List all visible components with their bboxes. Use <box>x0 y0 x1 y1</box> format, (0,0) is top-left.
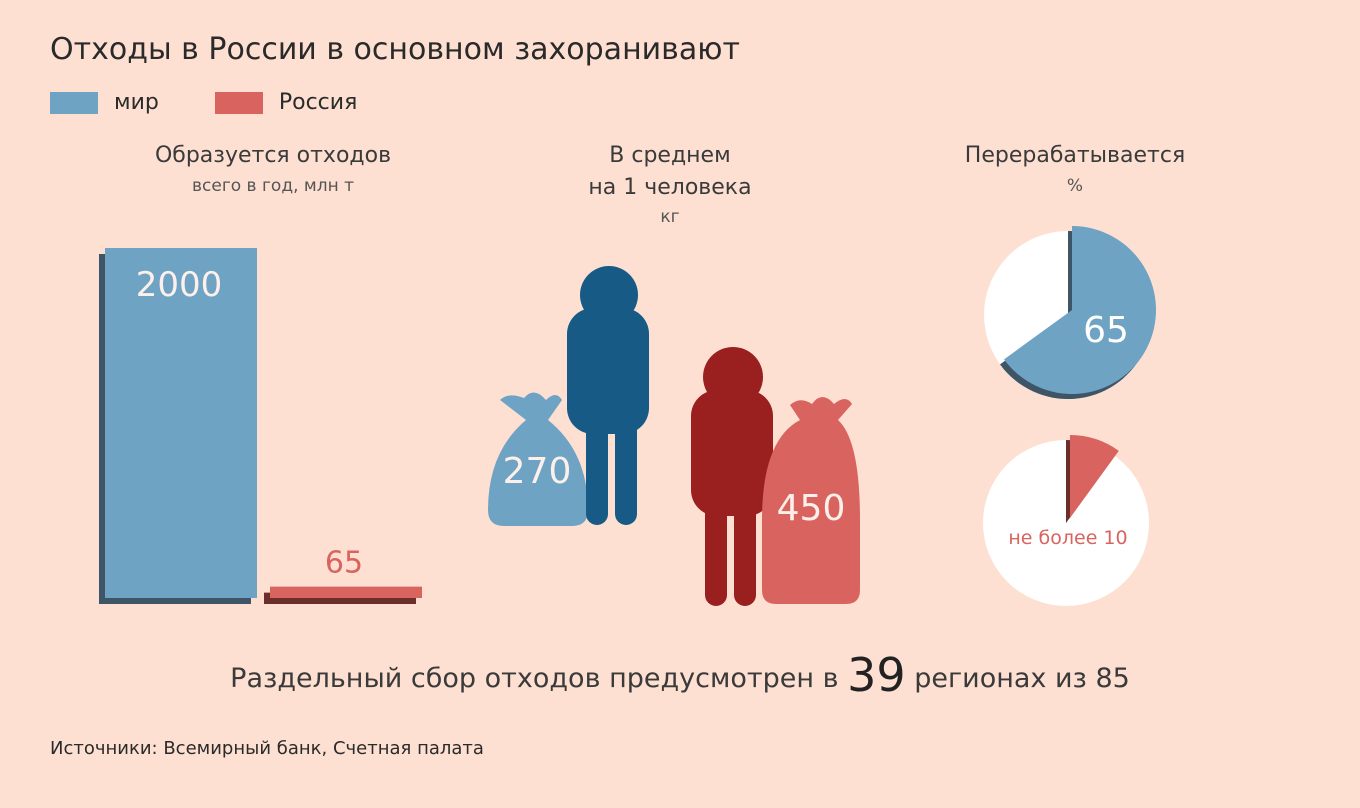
per-person-illustration: 270 450 <box>488 266 860 606</box>
pie-label-russia: не более 10 <box>1008 527 1127 549</box>
bar-russia <box>270 586 422 598</box>
bar-value-label-world: 2000 <box>136 265 223 305</box>
world-bag-icon <box>488 392 588 526</box>
waste-bar-chart: 2000 65 <box>99 248 422 604</box>
recycled-section-subtitle: % <box>1066 176 1084 196</box>
russia-per-person-value: 450 <box>777 488 846 529</box>
pie-slice-world <box>1004 226 1156 394</box>
waste-section-subtitle: всего в год, млн т <box>192 176 354 196</box>
bar-shadow-russia <box>264 592 416 604</box>
footer-text-after: регионах из 85 <box>914 663 1130 694</box>
legend-item-world: мир <box>50 90 159 115</box>
russia-bag-icon <box>762 397 860 604</box>
russia-person-icon <box>691 347 773 606</box>
legend-label-russia: Россия <box>278 90 358 115</box>
per-person-title-line2: на 1 человека <box>588 175 752 200</box>
pie-slice-russia <box>1070 435 1119 518</box>
bar-value-label-russia: 65 <box>325 546 363 581</box>
legend-swatch-world <box>50 91 98 114</box>
pie-label-world: 65 <box>1083 310 1129 351</box>
world-person-icon <box>567 266 649 525</box>
legend: мир Россия <box>50 90 413 115</box>
legend-item-russia: Россия <box>214 90 358 115</box>
footer-big-number: 39 <box>847 648 906 702</box>
recycled-pies: 65 не более 10 <box>983 226 1156 606</box>
legend-swatch-russia <box>214 91 263 114</box>
footer-statement: Раздельный сбор отходов предусмотрен в 3… <box>0 648 1360 702</box>
chart-title: Отходы в России в основном захоранивают <box>50 32 740 67</box>
per-person-title-line1: В среднем <box>609 143 731 168</box>
world-per-person-value: 270 <box>503 451 572 492</box>
bar-world <box>105 248 257 598</box>
recycled-section-title: Перерабатывается <box>964 143 1186 168</box>
legend-label-world: мир <box>114 90 159 115</box>
per-person-subtitle: кг <box>660 207 680 227</box>
footer-text-before: Раздельный сбор отходов предусмотрен в <box>230 663 839 694</box>
source-note: Источники: Всемирный банк, Счетная палат… <box>50 738 484 759</box>
waste-section-title: Образуется отходов <box>154 143 392 168</box>
